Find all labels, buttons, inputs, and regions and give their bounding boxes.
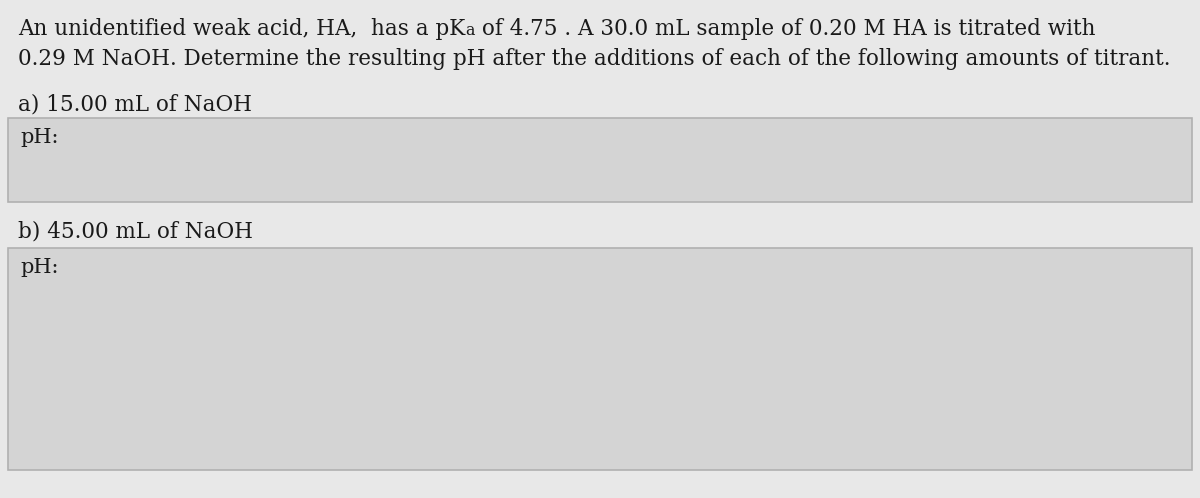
Text: of 4.75 . A 30.0 mL sample of 0.20 M HA is titrated with: of 4.75 . A 30.0 mL sample of 0.20 M HA … [475, 18, 1096, 40]
Text: An unidentified weak acid, HA,  has a pK: An unidentified weak acid, HA, has a pK [18, 18, 466, 40]
FancyBboxPatch shape [8, 248, 1192, 470]
FancyBboxPatch shape [8, 118, 1192, 202]
Text: a) 15.00 mL of NaOH: a) 15.00 mL of NaOH [18, 93, 252, 115]
Text: b) 45.00 mL of NaOH: b) 45.00 mL of NaOH [18, 220, 253, 242]
Text: a: a [466, 22, 475, 39]
Text: 0.29 M NaOH. Determine the resulting pH after the additions of each of the follo: 0.29 M NaOH. Determine the resulting pH … [18, 48, 1170, 70]
Text: pH:: pH: [20, 128, 59, 147]
Text: pH:: pH: [20, 258, 59, 277]
